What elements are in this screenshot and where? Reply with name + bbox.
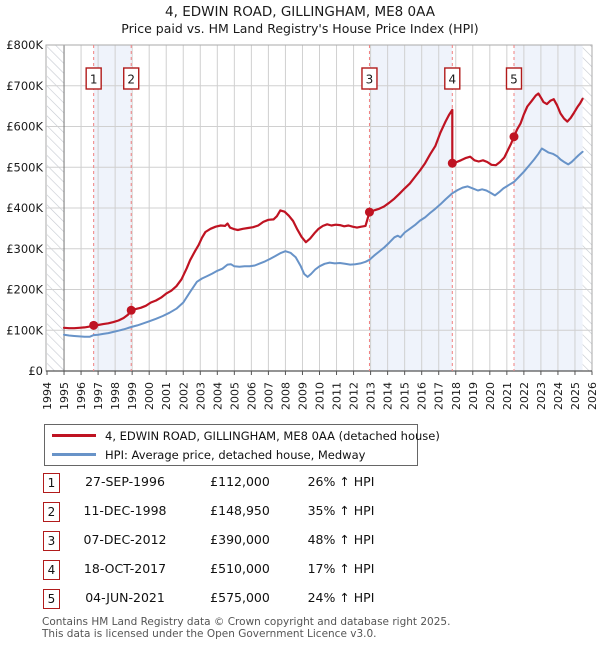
sale-2-price: £148,950 <box>210 503 270 518</box>
sale-1-price: £112,000 <box>210 474 270 489</box>
svg-text:5: 5 <box>510 73 518 87</box>
legend-box: 4, EDWIN ROAD, GILLINGHAM, ME8 0AA (deta… <box>44 424 440 466</box>
svg-text:2024: 2024 <box>552 382 565 410</box>
property-legend-label: 4, EDWIN ROAD, GILLINGHAM, ME8 0AA (deta… <box>105 428 440 443</box>
svg-text:2014: 2014 <box>382 382 395 410</box>
svg-text:2021: 2021 <box>501 382 514 410</box>
svg-text:£200K: £200K <box>6 283 43 297</box>
svg-text:2006: 2006 <box>245 382 258 410</box>
svg-text:2003: 2003 <box>194 382 207 410</box>
price-chart: 4, EDWIN ROAD, GILLINGHAM, ME8 0AA Price… <box>6 4 599 410</box>
plot-area: 1994 1995 1996 1997 1998 1999 2000 2001 2002 2003… <box>6 38 599 410</box>
svg-text:£300K: £300K <box>6 242 43 256</box>
svg-text:£700K: £700K <box>6 79 43 93</box>
sale-1-date: 27-SEP-1996 <box>85 474 165 489</box>
chart-title: 4, EDWIN ROAD, GILLINGHAM, ME8 0AA <box>165 4 436 20</box>
footer-line-2: This data is licensed under the Open Gov… <box>42 627 377 640</box>
sale-2-date: 11-DEC-1998 <box>83 503 167 518</box>
footer-line-1: Contains HM Land Registry data © Crown c… <box>42 616 451 628</box>
sale-1-marker: 1 <box>43 473 60 493</box>
legend-row-property: 4, EDWIN ROAD, GILLINGHAM, ME8 0AA (deta… <box>45 426 440 445</box>
svg-text:2013: 2013 <box>365 382 378 410</box>
svg-text:2022: 2022 <box>518 382 531 410</box>
sale-5-marker: 5 <box>43 589 60 609</box>
chart-subtitle: Price paid vs. HM Land Registry's House … <box>121 21 478 36</box>
sale-3-date: 07-DEC-2012 <box>83 532 167 547</box>
legend-row-hpi: HPI: Average price, detached house, Medw… <box>45 445 417 464</box>
sale-5-date: 04-JUN-2021 <box>85 590 165 605</box>
sale-row-1: 1 27-SEP-1996 £112,000 26% ↑ HPI <box>0 470 600 499</box>
svg-text:2008: 2008 <box>279 382 292 410</box>
svg-text:2016: 2016 <box>416 382 429 410</box>
svg-text:4: 4 <box>448 73 456 87</box>
svg-text:2017: 2017 <box>433 382 446 410</box>
svg-text:2012: 2012 <box>348 382 361 410</box>
svg-text:3: 3 <box>366 73 374 87</box>
sale-4-date: 18-OCT-2017 <box>83 561 167 576</box>
svg-text:2010: 2010 <box>314 382 327 410</box>
sale-row-3: 3 07-DEC-2012 £390,000 48% ↑ HPI <box>0 528 600 557</box>
sale-5-hpi-delta: 24% ↑ HPI <box>307 590 375 605</box>
sale-3-hpi-delta: 48% ↑ HPI <box>307 532 375 547</box>
hpi-line-swatch <box>52 453 96 456</box>
svg-text:2023: 2023 <box>535 382 548 410</box>
svg-text:2026: 2026 <box>586 382 599 410</box>
sale-1-hpi-delta: 26% ↑ HPI <box>307 474 375 489</box>
svg-text:£0: £0 <box>28 364 43 378</box>
svg-text:2015: 2015 <box>399 382 412 410</box>
svg-text:2004: 2004 <box>211 382 224 410</box>
svg-text:1994: 1994 <box>41 382 54 410</box>
sale-4-price: £510,000 <box>210 561 270 576</box>
svg-text:£600K: £600K <box>6 120 43 134</box>
svg-text:£400K: £400K <box>6 201 43 215</box>
svg-text:1: 1 <box>90 73 98 87</box>
svg-text:2025: 2025 <box>569 382 582 410</box>
svg-text:1999: 1999 <box>126 382 139 410</box>
svg-text:2009: 2009 <box>296 382 309 410</box>
svg-text:2020: 2020 <box>484 382 497 410</box>
sale-2-marker: 2 <box>43 502 60 522</box>
sale-4-marker: 4 <box>43 560 60 580</box>
svg-text:2002: 2002 <box>177 382 190 410</box>
property-line-swatch <box>52 434 96 437</box>
svg-text:2001: 2001 <box>160 382 173 410</box>
sale-5-price: £575,000 <box>210 590 270 605</box>
svg-text:2: 2 <box>127 73 135 87</box>
svg-text:2007: 2007 <box>262 382 275 410</box>
svg-text:2005: 2005 <box>228 382 241 410</box>
sale-row-5: 5 04-JUN-2021 £575,000 24% ↑ HPI <box>0 586 600 615</box>
svg-text:2018: 2018 <box>450 382 463 410</box>
svg-text:1998: 1998 <box>109 382 122 410</box>
svg-text:£800K: £800K <box>6 38 43 52</box>
sale-4-hpi-delta: 17% ↑ HPI <box>307 561 375 576</box>
sale-3-marker: 3 <box>43 531 60 551</box>
license-footer: Contains HM Land Registry data © Crown c… <box>42 616 451 640</box>
svg-text:2000: 2000 <box>143 382 156 410</box>
hpi-legend-label: HPI: Average price, detached house, Medw… <box>105 447 366 462</box>
sale-3-price: £390,000 <box>210 532 270 547</box>
svg-text:£100K: £100K <box>6 323 43 337</box>
sale-row-2: 2 11-DEC-1998 £148,950 35% ↑ HPI <box>0 499 600 528</box>
sales-table: 1 27-SEP-1996 £112,000 26% ↑ HPI 2 11-DE… <box>0 470 600 615</box>
svg-text:2011: 2011 <box>331 382 344 410</box>
svg-text:1996: 1996 <box>75 382 88 410</box>
sale-row-4: 4 18-OCT-2017 £510,000 17% ↑ HPI <box>0 557 600 586</box>
svg-text:1997: 1997 <box>92 382 105 410</box>
svg-text:1995: 1995 <box>58 382 71 410</box>
svg-text:2019: 2019 <box>467 382 480 410</box>
sale-2-hpi-delta: 35% ↑ HPI <box>307 503 375 518</box>
svg-text:£500K: £500K <box>6 160 43 174</box>
